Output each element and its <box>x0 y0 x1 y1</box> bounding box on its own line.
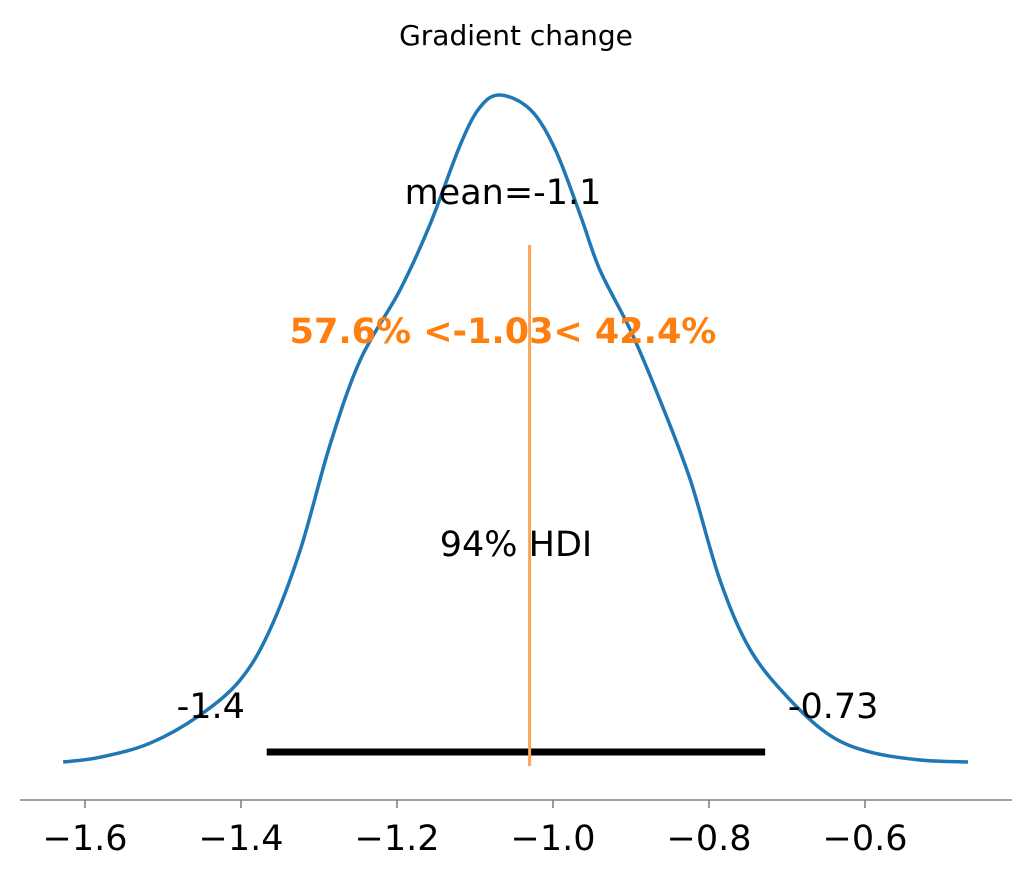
density-curve <box>62 93 969 764</box>
x-tick-label: −1.4 <box>199 819 284 859</box>
hdi-label: 94% HDI <box>440 525 593 565</box>
x-axis-ticks: −1.6 −1.4 −1.2 −1.0 −0.8 −0.6 <box>43 800 908 859</box>
x-tick-label: −0.6 <box>823 819 908 859</box>
chart-title: Gradient change <box>399 19 633 52</box>
hdi-high-label: -0.73 <box>788 687 879 727</box>
x-tick-label: −1.0 <box>511 819 596 859</box>
x-tick-label: −1.6 <box>43 819 128 859</box>
reference-label: 57.6% <-1.03< 42.4% <box>290 312 717 352</box>
hdi-low-label: -1.4 <box>177 687 245 727</box>
mean-label: mean=-1.1 <box>405 173 602 213</box>
x-tick-label: −1.2 <box>355 819 440 859</box>
x-tick-label: −0.8 <box>667 819 752 859</box>
